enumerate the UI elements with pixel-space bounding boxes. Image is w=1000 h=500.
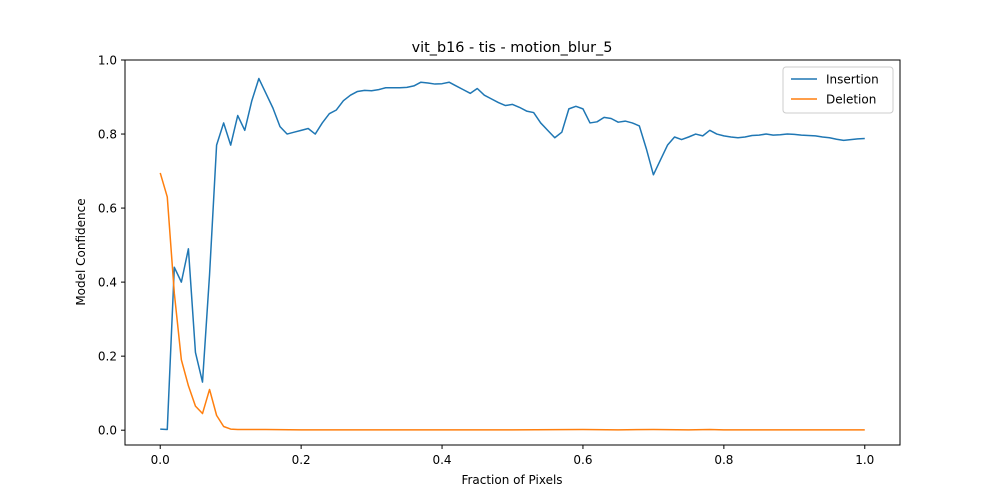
y-tick-label: 0.4 [98,276,117,290]
series-line-insertion [160,77,865,431]
y-tick-label: 1.0 [98,54,117,68]
y-tick-label: 0.8 [98,128,117,142]
x-tick-label: 0.4 [432,453,451,467]
y-axis: 0.0 0.2 0.4 0.6 0.8 1.0 [98,54,125,438]
legend-label-insertion: Insertion [826,73,879,87]
y-tick-label: 0.6 [98,202,117,216]
x-axis: 0.0 0.2 0.4 0.6 0.8 1.0 [151,445,874,467]
x-tick-label: 0.2 [292,453,311,467]
plot-area [159,77,865,431]
y-tick-label: 0.0 [98,424,117,438]
legend: Insertion Deletion [782,66,894,114]
y-tick-label: 0.2 [98,350,117,364]
y-axis-label: Model Confidence [74,198,88,305]
x-tick-label: 0.8 [714,453,733,467]
x-axis-label: Fraction of Pixels [461,473,562,487]
chart-title: vit_b16 - tis - motion_blur_5 [412,40,613,56]
axes-frame [124,59,901,446]
x-tick-label: 1.0 [855,453,874,467]
series-line-deletion [159,172,865,431]
x-tick-label: 0.6 [573,453,592,467]
x-tick-label: 0.0 [151,453,170,467]
legend-label-deletion: Deletion [826,93,876,107]
